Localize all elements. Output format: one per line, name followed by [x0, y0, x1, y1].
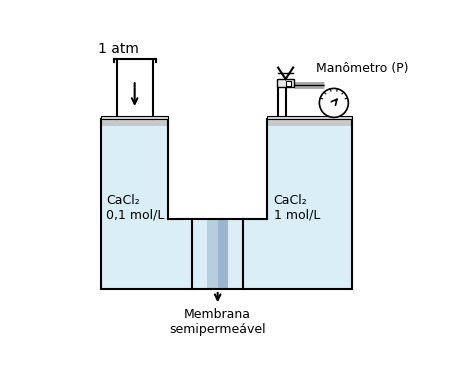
Bar [207, 219, 218, 289]
Text: Membrana
semipermeável: Membrana semipermeável [169, 308, 266, 336]
Bar [268, 120, 352, 126]
Bar [101, 219, 352, 289]
Text: Manômetro (P): Manômetro (P) [316, 62, 409, 75]
Bar [101, 120, 168, 289]
Bar [268, 120, 352, 289]
Circle shape [319, 88, 348, 117]
Bar [286, 80, 291, 86]
Bar [101, 120, 168, 126]
Text: CaCl₂
1 mol/L: CaCl₂ 1 mol/L [274, 194, 320, 221]
Bar [268, 116, 352, 120]
Bar [168, 120, 268, 219]
Bar [101, 116, 168, 120]
Bar [277, 79, 294, 87]
Text: 1 atm: 1 atm [99, 42, 139, 56]
Bar [218, 219, 228, 289]
Text: CaCl₂
0,1 mol/L: CaCl₂ 0,1 mol/L [106, 194, 164, 221]
